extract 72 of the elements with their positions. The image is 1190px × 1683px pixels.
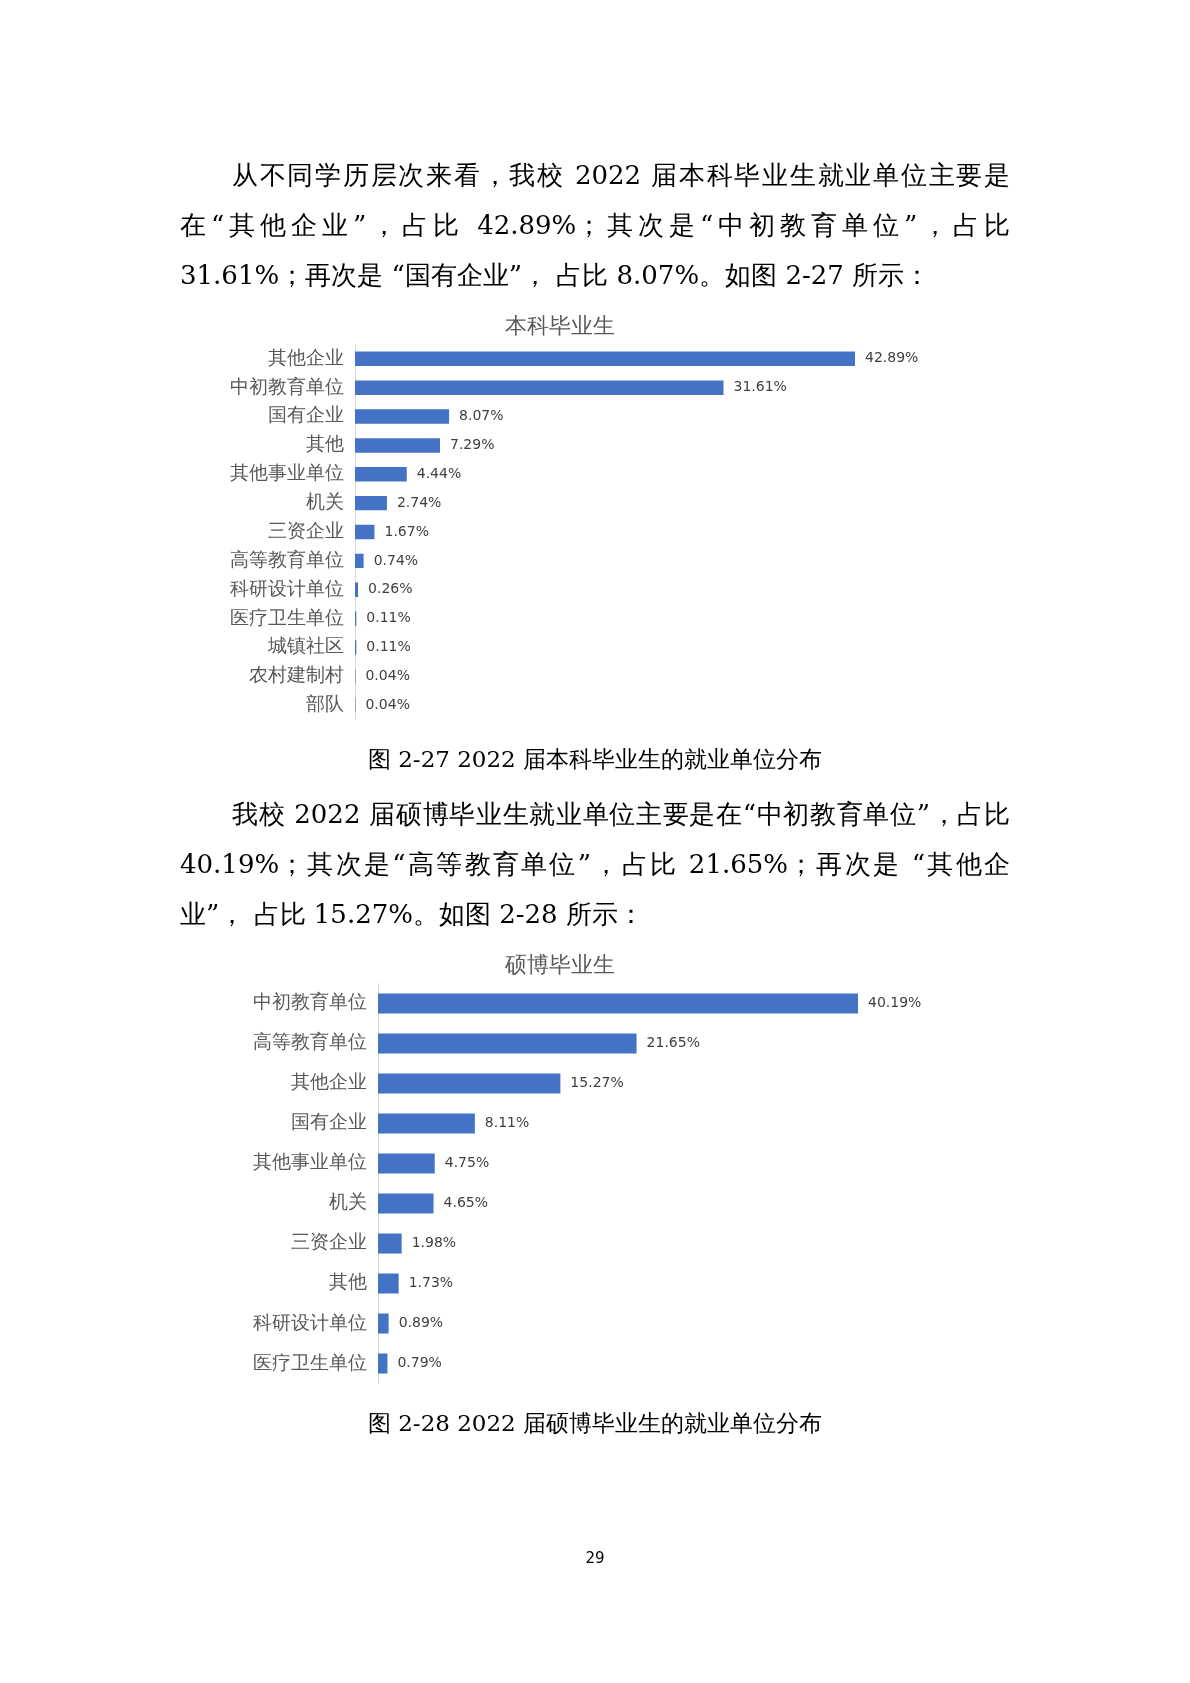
bar bbox=[378, 1353, 388, 1374]
data-label: 0.79% bbox=[397, 1354, 442, 1371]
y-tick-label: 科研设计单位 bbox=[230, 576, 344, 599]
bar bbox=[355, 409, 450, 424]
data-label: 4.75% bbox=[444, 1154, 490, 1171]
y-tick-label: 国有企业 bbox=[268, 403, 344, 426]
bar bbox=[378, 993, 858, 1014]
data-label: 15.27% bbox=[570, 1074, 624, 1091]
bar bbox=[355, 351, 855, 367]
bar bbox=[355, 467, 407, 482]
y-tick-label: 三资企业 bbox=[291, 1230, 367, 1253]
data-label: 2.74% bbox=[396, 493, 442, 510]
data-label: 0.11% bbox=[366, 609, 411, 626]
text: 29 bbox=[584, 1549, 606, 1567]
caption: 图 2-28 2022 届硕博毕业生的就业单位分布 bbox=[366, 1409, 824, 1438]
y-tick-label: 其他 bbox=[329, 1270, 367, 1293]
bar bbox=[378, 1153, 435, 1174]
bar bbox=[355, 582, 359, 597]
y-tick-label: 其他企业 bbox=[268, 345, 344, 368]
y-tick-label: 高等教育单位 bbox=[253, 1030, 367, 1053]
data-label: 42.89% bbox=[865, 349, 919, 366]
bar bbox=[378, 1113, 475, 1134]
bar bbox=[378, 1273, 399, 1294]
data-label: 1.73% bbox=[408, 1274, 454, 1291]
bar bbox=[378, 1313, 389, 1334]
text: 从不同学历层次来看，我校 2022 届本科毕业生就业单位主要是在“其他企业”，占比 42.89%；其次是“中初教育单位”，占比 31.61%；再次是 “国有企业”， 占比 8.07%。如图 2-27 所示： bbox=[180, 159, 1010, 292]
bar bbox=[378, 1073, 561, 1094]
chart-title: 硕博毕业生 bbox=[504, 951, 615, 977]
y-tick-label: 机关 bbox=[329, 1190, 367, 1213]
y-tick-label: 中初教育单位 bbox=[253, 990, 367, 1013]
bar bbox=[355, 380, 724, 395]
data-label: 7.29% bbox=[449, 436, 495, 453]
y-tick-label: 其他企业 bbox=[291, 1070, 367, 1093]
data-label: 31.61% bbox=[733, 378, 787, 395]
bar bbox=[355, 438, 440, 453]
data-label: 1.98% bbox=[411, 1234, 457, 1251]
bar bbox=[355, 553, 364, 569]
data-label: 0.74% bbox=[373, 551, 419, 568]
bar bbox=[378, 1033, 637, 1054]
chart-title: 本科毕业生 bbox=[505, 312, 615, 338]
caption: 图 2-27 2022 届本科毕业生的就业单位分布 bbox=[366, 745, 824, 774]
y-tick-label: 部队 bbox=[306, 692, 344, 715]
y-tick-label: 中初教育单位 bbox=[230, 374, 344, 397]
data-label: 40.19% bbox=[868, 994, 922, 1011]
data-label: 8.07% bbox=[459, 407, 504, 424]
y-tick-label: 其他 bbox=[306, 432, 344, 455]
data-label: 0.04% bbox=[365, 695, 410, 712]
y-tick-label: 机关 bbox=[306, 490, 344, 513]
data-label: 0.26% bbox=[368, 580, 413, 597]
data-label: 0.11% bbox=[366, 638, 411, 655]
data-label: 4.65% bbox=[443, 1194, 489, 1211]
text: 我校 2022 届硕博毕业生就业单位主要是在“中初教育单位”，占比 40.19%；其次是“高等教育单位”，占比 21.65%；再次是 “其他企业”， 占比 15.27%。如图 2-28 所示： bbox=[180, 798, 1010, 931]
bar bbox=[378, 1233, 402, 1254]
y-tick-label: 其他事业单位 bbox=[230, 461, 344, 484]
y-tick-label: 高等教育单位 bbox=[230, 547, 344, 570]
y-tick-label: 医疗卫生单位 bbox=[230, 605, 344, 628]
y-tick-label: 三资企业 bbox=[268, 518, 344, 541]
y-tick-label: 国有企业 bbox=[291, 1110, 367, 1133]
bar bbox=[378, 1193, 434, 1214]
data-label: 1.67% bbox=[384, 522, 429, 539]
y-tick-label: 科研设计单位 bbox=[253, 1310, 367, 1333]
data-label: 8.11% bbox=[484, 1114, 530, 1131]
data-label: 21.65% bbox=[646, 1034, 700, 1051]
y-tick-label: 医疗卫生单位 bbox=[253, 1350, 367, 1373]
data-label: 0.04% bbox=[365, 666, 410, 683]
bar bbox=[355, 524, 375, 540]
y-tick-label: 城镇社区 bbox=[267, 634, 344, 657]
y-tick-label: 农村建制村 bbox=[249, 663, 344, 686]
y-tick-label: 其他事业单位 bbox=[253, 1150, 367, 1173]
data-label: 4.44% bbox=[416, 464, 462, 481]
bar bbox=[355, 495, 387, 511]
data-label: 0.89% bbox=[398, 1314, 444, 1331]
